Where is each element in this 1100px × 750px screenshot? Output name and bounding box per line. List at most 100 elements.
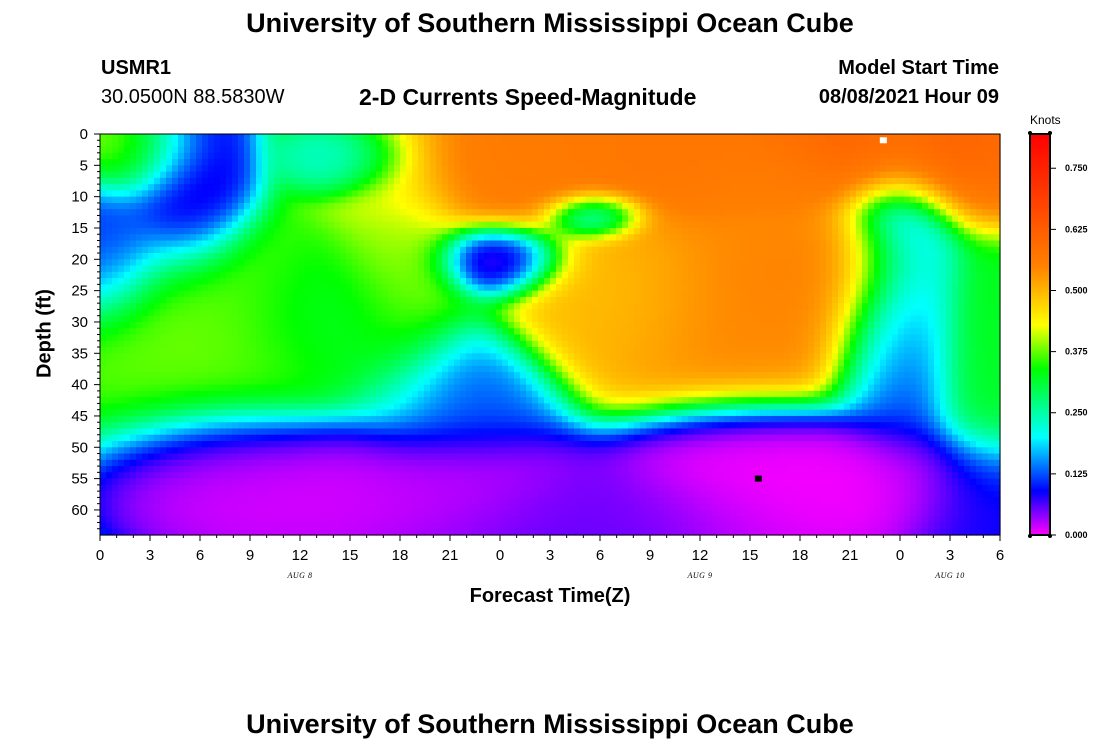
heatmap-cell [652, 165, 659, 173]
heatmap-cell [988, 246, 995, 254]
heatmap-cell [430, 177, 437, 185]
heatmap-cell [454, 328, 461, 336]
heatmap-cell [622, 334, 629, 342]
heatmap-cell [142, 234, 149, 242]
heatmap-cell [358, 171, 365, 179]
heatmap-cell [130, 321, 137, 329]
heatmap-cell [238, 259, 245, 267]
heatmap-cell [616, 215, 623, 223]
heatmap-cell [196, 171, 203, 179]
heatmap-cell [994, 227, 1001, 235]
heatmap-cell [802, 290, 809, 298]
heatmap-cell [472, 146, 479, 154]
heatmap-cell [172, 146, 179, 154]
heatmap-cell [646, 184, 653, 191]
heatmap-cell [610, 321, 617, 329]
heatmap-cell [148, 215, 155, 223]
heatmap-cell [322, 227, 329, 235]
heatmap-cell [286, 196, 293, 204]
heatmap-cell [334, 284, 341, 292]
heatmap-cell [142, 159, 149, 166]
heatmap-cell [118, 309, 125, 317]
heatmap-cell [784, 140, 791, 148]
heatmap-cell [472, 140, 479, 148]
heatmap-cell [802, 215, 809, 223]
heatmap-cell [106, 202, 113, 210]
heatmap-cell [190, 265, 197, 273]
heatmap-cell [550, 240, 557, 248]
heatmap-cell [988, 253, 995, 260]
heatmap-cell [790, 221, 797, 229]
heatmap-cell [418, 227, 425, 235]
station-coordinates: 30.0500N 88.5830W [101, 86, 285, 108]
heatmap-cell [712, 234, 719, 242]
heatmap-cell [886, 315, 893, 323]
heatmap-cell [304, 296, 311, 304]
heatmap-cell [478, 152, 485, 160]
heatmap-cell [256, 215, 263, 223]
heatmap-cell [340, 246, 347, 254]
heatmap-cell [442, 328, 449, 336]
heatmap-cell [742, 227, 749, 235]
heatmap-cell [556, 334, 563, 342]
heatmap-cell [442, 246, 449, 254]
heatmap-cell [214, 159, 221, 166]
heatmap-cell [382, 215, 389, 223]
heatmap-cell [232, 196, 239, 204]
heatmap-cell [802, 253, 809, 260]
heatmap-cell [982, 234, 989, 242]
heatmap-cell [136, 196, 143, 204]
heatmap-cell [904, 246, 911, 254]
heatmap-cell [790, 171, 797, 179]
heatmap-cell [904, 309, 911, 317]
heatmap-cell [688, 202, 695, 210]
heatmap-cell [604, 240, 611, 248]
heatmap-cell [244, 196, 251, 204]
heatmap-cell [310, 221, 317, 229]
heatmap-cell [676, 303, 683, 311]
heatmap-cell [382, 315, 389, 323]
heatmap-cell [772, 146, 779, 154]
heatmap-cell [712, 202, 719, 210]
heatmap-cell [958, 309, 965, 317]
heatmap-cell [688, 271, 695, 279]
heatmap-cell [502, 202, 509, 210]
heatmap-cell [334, 309, 341, 317]
heatmap-cell [502, 215, 509, 223]
heatmap-cell [868, 152, 875, 160]
heatmap-cell [568, 290, 575, 298]
heatmap-cell [226, 334, 233, 342]
heatmap-cell [316, 265, 323, 273]
heatmap-cell [916, 334, 923, 342]
heatmap-cell [628, 303, 635, 311]
heatmap-cell [268, 221, 275, 229]
heatmap-cell [130, 134, 137, 141]
heatmap-cell [472, 284, 479, 292]
heatmap-cell [178, 190, 185, 198]
heatmap-cell [202, 134, 209, 141]
heatmap-cell [988, 215, 995, 223]
heatmap-cell [976, 184, 983, 191]
heatmap-cell [622, 328, 629, 336]
heatmap-cell [862, 303, 869, 311]
heatmap-cell [478, 303, 485, 311]
heatmap-cell [958, 321, 965, 329]
heatmap-cell [964, 259, 971, 267]
heatmap-cell [784, 309, 791, 317]
heatmap-cell [244, 146, 251, 154]
heatmap-cell [520, 315, 527, 323]
heatmap-cell [538, 134, 545, 141]
heatmap-cell [388, 221, 395, 229]
heatmap-cell [976, 240, 983, 248]
heatmap-cell [460, 309, 467, 317]
heatmap-cell [238, 215, 245, 223]
heatmap-cell [874, 271, 881, 279]
heatmap-cell [988, 259, 995, 267]
heatmap-cell [754, 209, 761, 217]
heatmap-cell [526, 177, 533, 185]
heatmap-cell [226, 253, 233, 260]
heatmap-cell [298, 328, 305, 336]
heatmap-cell [196, 265, 203, 273]
heatmap-cell [334, 140, 341, 148]
heatmap-cell [760, 190, 767, 198]
